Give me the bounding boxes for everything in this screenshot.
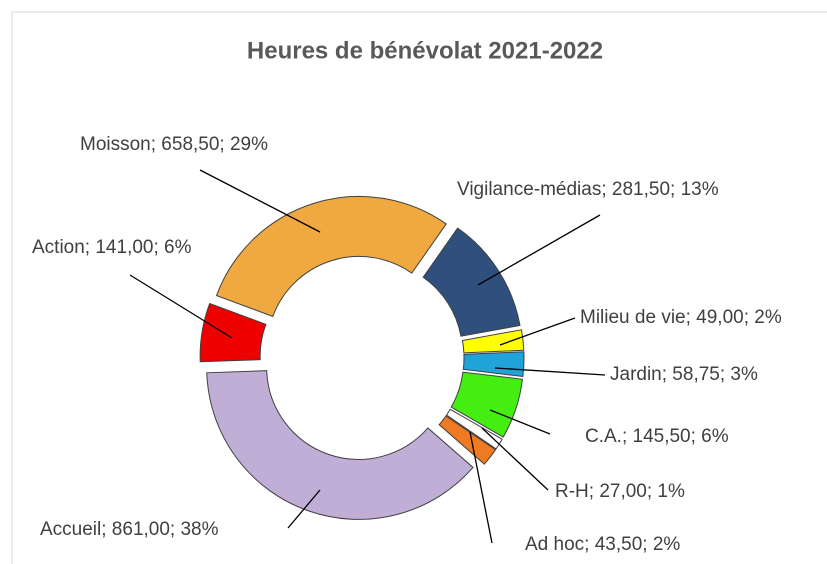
data-label: C.A.; 145,50; 6% — [585, 426, 729, 447]
data-label: Jardin; 58,75; 3% — [610, 364, 758, 385]
data-label: Milieu de vie; 49,00; 2% — [580, 307, 782, 328]
leader-line — [477, 214, 601, 286]
data-label: Accueil; 861,00; 38% — [40, 519, 219, 540]
donut-slice — [462, 351, 525, 378]
data-label: Moisson; 658,50; 29% — [80, 134, 268, 155]
leader-line — [287, 489, 321, 529]
donut-slice — [215, 195, 447, 318]
data-label: Ad hoc; 43,50; 2% — [525, 534, 680, 555]
chart-title: Heures de bénévolat 2021-2022 — [247, 37, 603, 64]
leader-line — [469, 431, 493, 544]
donut-slice — [445, 408, 503, 450]
leader-line — [489, 409, 551, 435]
data-label: R-H; 27,00; 1% — [555, 481, 685, 502]
leader-line — [129, 274, 233, 339]
leader-line — [481, 427, 549, 491]
leader-line — [499, 317, 576, 346]
leader-line — [199, 169, 321, 233]
donut-slice — [206, 370, 474, 520]
donut-slice — [422, 227, 521, 337]
data-label: Vigilance-médias; 281,50; 13% — [457, 179, 719, 200]
donut-slice — [199, 302, 267, 363]
data-label: Action; 141,00; 6% — [32, 237, 192, 258]
donut-slice — [438, 415, 497, 465]
donut-slice — [450, 371, 523, 438]
leader-line — [494, 367, 606, 376]
